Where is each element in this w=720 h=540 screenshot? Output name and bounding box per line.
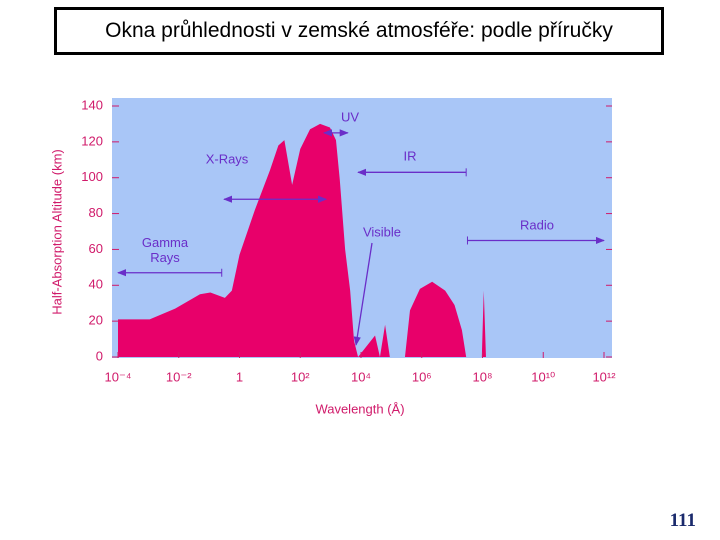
y-tick-label: 80 bbox=[89, 205, 103, 220]
y-tick-label: 60 bbox=[89, 241, 103, 256]
slide-title: Okna průhlednosti v zemské atmosféře: po… bbox=[54, 7, 664, 55]
y-tick-label: 20 bbox=[89, 313, 103, 328]
x-tick-label: 10⁸ bbox=[473, 369, 493, 384]
y-tick-label: 100 bbox=[81, 169, 103, 184]
band-label: X-Rays bbox=[206, 151, 249, 166]
y-tick-label: 40 bbox=[89, 277, 103, 292]
band-label: Gamma Rays bbox=[141, 235, 189, 265]
band-label: Radio bbox=[520, 217, 554, 232]
x-tick-label: 10⁻² bbox=[166, 369, 192, 384]
band-label: Visible bbox=[363, 224, 401, 239]
x-tick-label: 1 bbox=[236, 369, 243, 384]
pointer-arrow bbox=[353, 242, 373, 346]
y-tick-label: 140 bbox=[81, 97, 103, 112]
x-tick-label: 10¹⁰ bbox=[531, 369, 555, 384]
y-tick-label: 120 bbox=[81, 133, 103, 148]
absorption-area bbox=[118, 123, 604, 357]
y-axis-label: Half-Absorption Altitude (km) bbox=[49, 149, 64, 314]
x-tick-label: 10⁻⁴ bbox=[105, 369, 132, 384]
page-number: 111 bbox=[669, 510, 696, 531]
y-tick-label: 0 bbox=[96, 348, 103, 363]
band-label: UV bbox=[341, 109, 359, 124]
band-label: IR bbox=[404, 148, 417, 163]
x-tick-label: 10¹² bbox=[592, 369, 616, 384]
x-tick-label: 10⁶ bbox=[412, 369, 432, 384]
x-tick-label: 10⁴ bbox=[351, 369, 371, 384]
x-axis-label: Wavelength (Å) bbox=[315, 401, 404, 416]
x-tick-label: 10² bbox=[291, 369, 310, 384]
